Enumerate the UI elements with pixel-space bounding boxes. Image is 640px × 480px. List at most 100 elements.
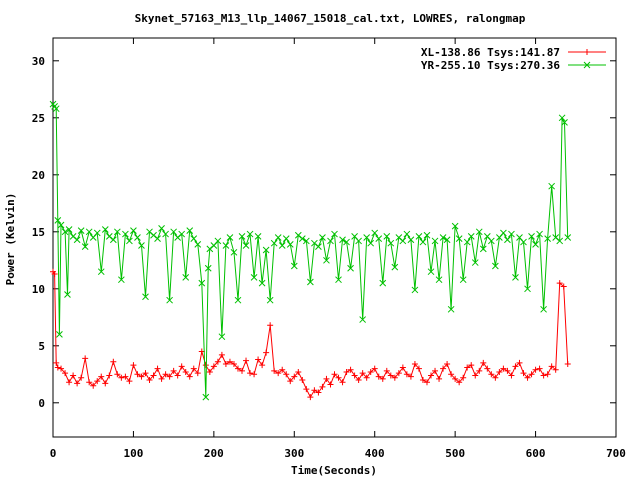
xl-series-point xyxy=(134,371,141,378)
xl-series-point xyxy=(295,369,302,376)
xl-series-point xyxy=(444,361,451,368)
yr-series-point xyxy=(266,296,274,304)
xl-series-point xyxy=(174,372,181,379)
y-tick-label: 15 xyxy=(32,226,45,239)
xl-series-point xyxy=(70,372,77,379)
xl-series-point xyxy=(182,369,189,376)
chart-title: Skynet_57163_M13_llp_14067_15018_cal.txt… xyxy=(135,12,526,25)
xl-series-point xyxy=(327,381,334,388)
xl-series-point xyxy=(94,378,101,385)
xl-series-point xyxy=(548,363,555,370)
xl-series-point xyxy=(234,365,241,372)
xl-series-point xyxy=(53,359,60,366)
yr-series-point xyxy=(158,225,165,232)
yr-series-point xyxy=(419,238,427,246)
xl-series-point xyxy=(162,371,169,378)
xl-series-point xyxy=(142,370,149,377)
yr-series-point xyxy=(524,285,531,293)
xl-series-point xyxy=(464,364,471,371)
yr-series-point xyxy=(142,293,149,301)
x-tick-label: 700 xyxy=(606,447,626,460)
y-tick-label: 20 xyxy=(32,169,45,182)
yr-series-point xyxy=(254,233,262,240)
xl-series-point xyxy=(423,379,430,386)
xl-series-point xyxy=(484,365,491,372)
xl-series-point xyxy=(504,367,511,374)
xl-series-point xyxy=(58,365,65,372)
yr-series-point xyxy=(101,226,109,233)
yr-series-point xyxy=(355,237,362,245)
yr-series-point xyxy=(508,230,515,238)
xl-series-point xyxy=(283,371,290,378)
xl-series-point xyxy=(564,361,571,368)
yr-series-point xyxy=(359,316,367,323)
xl-series-point xyxy=(86,379,93,386)
xl-series-point xyxy=(222,361,229,368)
yr-series-point xyxy=(286,240,294,248)
yr-series-point xyxy=(250,274,258,281)
x-tick-label: 200 xyxy=(204,447,224,460)
yr-series-point xyxy=(339,236,346,244)
yr-series-group xyxy=(49,100,572,401)
xl-series-point xyxy=(118,374,125,381)
xl-series-point xyxy=(560,283,567,290)
xl-series-point xyxy=(488,371,495,378)
xl-series-point xyxy=(544,371,551,378)
yr-series-point xyxy=(56,331,63,338)
xl-series-point xyxy=(158,375,165,382)
xl-series-point xyxy=(279,366,286,373)
x-tick-label: 0 xyxy=(50,447,57,460)
yr-series-point xyxy=(138,242,145,249)
yr-series-point xyxy=(282,235,290,242)
xl-series-point xyxy=(307,394,314,401)
xl-series-point xyxy=(536,365,543,372)
xl-series-point xyxy=(114,371,121,378)
xl-series-point xyxy=(415,365,422,372)
yr-series-point xyxy=(427,268,435,276)
yr-series-point xyxy=(97,268,105,276)
yr-series-point xyxy=(379,279,387,287)
yr-series-point xyxy=(492,262,499,270)
xl-series-point xyxy=(532,366,539,373)
xl-series-point xyxy=(202,362,209,369)
yr-series-point xyxy=(290,262,298,270)
xl-series-point xyxy=(78,374,85,381)
yr-series-point xyxy=(154,235,161,242)
xl-series-point xyxy=(375,373,382,380)
xl-series-point xyxy=(379,375,386,382)
xl-series-point xyxy=(66,379,73,386)
legend-yr-label: YR-255.10 Tsys:270.36 xyxy=(421,59,560,72)
xl-series-point xyxy=(440,365,447,372)
yr-series-point xyxy=(190,235,198,242)
yr-series-point xyxy=(118,276,125,284)
yr-series-point xyxy=(487,237,495,245)
xl-series-point xyxy=(166,373,173,380)
legend-xl-marker xyxy=(584,49,590,55)
xl-series-point xyxy=(218,351,225,358)
yr-series-point xyxy=(327,237,334,245)
yr-series-point xyxy=(548,182,556,190)
xl-series-point xyxy=(363,374,370,381)
xl-series-point xyxy=(472,372,479,379)
xl-series-point xyxy=(170,367,177,374)
yr-series-point xyxy=(544,235,551,242)
yr-series-point xyxy=(302,237,310,245)
yr-series-point xyxy=(258,279,266,287)
xl-series-point xyxy=(210,363,217,370)
xl-series-point xyxy=(371,365,378,372)
yr-series-point xyxy=(182,274,190,281)
xl-series-point xyxy=(206,369,213,376)
xl-series-point xyxy=(468,362,475,369)
xl-series-point xyxy=(391,374,398,381)
yr-series-point xyxy=(347,264,354,272)
xl-series-point xyxy=(432,367,439,374)
yr-series-point xyxy=(246,230,254,238)
yr-series-point xyxy=(218,333,226,341)
xl-series-point xyxy=(331,371,338,378)
yr-series-line xyxy=(52,103,569,398)
yr-series-point xyxy=(319,234,326,241)
xl-series-point xyxy=(343,369,350,376)
yr-series-point xyxy=(520,238,527,246)
xl-series-point xyxy=(311,387,318,394)
